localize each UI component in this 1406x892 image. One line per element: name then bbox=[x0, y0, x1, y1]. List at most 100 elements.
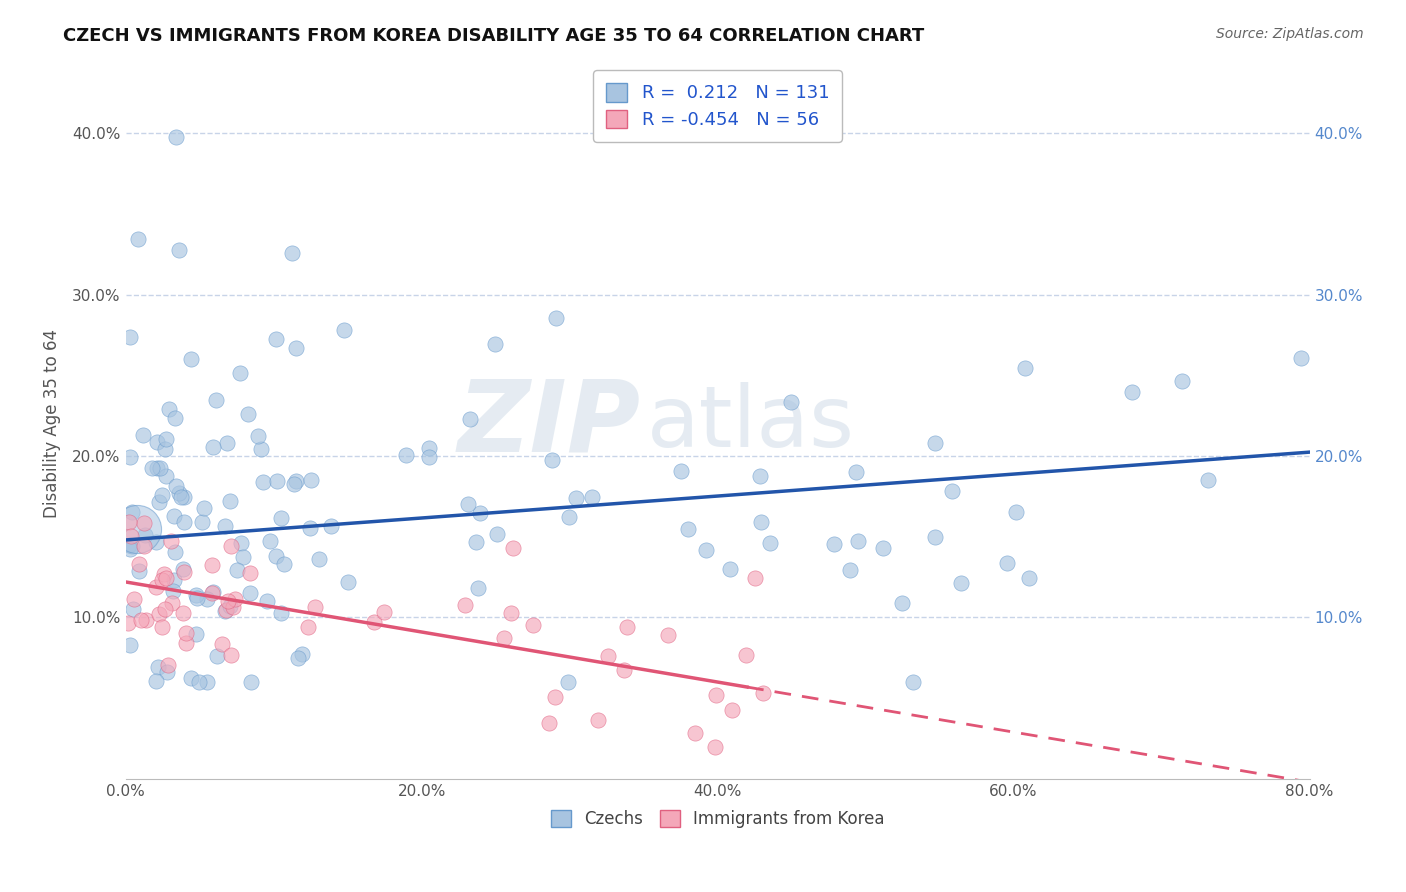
Point bbox=[247, 429, 270, 443]
Point bbox=[218, 594, 240, 608]
Point bbox=[222, 600, 245, 615]
Point bbox=[195, 675, 218, 690]
Point bbox=[657, 627, 679, 641]
Point bbox=[226, 563, 249, 577]
Point bbox=[613, 664, 636, 678]
Point bbox=[201, 558, 224, 573]
Point bbox=[467, 581, 489, 595]
Point bbox=[201, 584, 224, 599]
Point bbox=[270, 510, 292, 524]
Point bbox=[586, 713, 609, 727]
Point bbox=[219, 494, 242, 508]
Point bbox=[846, 533, 869, 548]
Point bbox=[494, 631, 516, 645]
Point bbox=[134, 528, 156, 542]
Point bbox=[264, 332, 287, 346]
Point bbox=[546, 310, 568, 325]
Point bbox=[454, 598, 477, 612]
Point bbox=[363, 615, 385, 630]
Point bbox=[1197, 473, 1219, 487]
Point bbox=[155, 602, 177, 616]
Point bbox=[616, 620, 638, 634]
Point bbox=[229, 367, 252, 381]
Point bbox=[308, 551, 330, 566]
Point bbox=[121, 505, 143, 519]
Point bbox=[122, 602, 145, 616]
Point bbox=[395, 448, 418, 462]
Point bbox=[153, 567, 176, 582]
Point bbox=[163, 508, 186, 523]
Point bbox=[287, 650, 309, 665]
Point bbox=[1171, 374, 1194, 388]
Point bbox=[502, 541, 524, 556]
Point bbox=[299, 473, 322, 487]
Point bbox=[823, 537, 845, 551]
Point bbox=[598, 648, 620, 663]
Point bbox=[558, 509, 581, 524]
Point bbox=[150, 619, 173, 633]
Point bbox=[749, 469, 772, 483]
Point bbox=[890, 596, 912, 610]
Point bbox=[155, 442, 177, 456]
Point bbox=[557, 675, 579, 690]
Point bbox=[332, 323, 354, 337]
Point bbox=[540, 453, 562, 467]
Point bbox=[148, 607, 170, 622]
Point bbox=[270, 606, 292, 620]
Point bbox=[252, 475, 274, 489]
Point bbox=[284, 341, 307, 355]
Point bbox=[565, 491, 588, 505]
Point bbox=[120, 450, 142, 465]
Point bbox=[169, 485, 191, 500]
Point bbox=[676, 522, 699, 536]
Point bbox=[264, 549, 287, 564]
Point bbox=[337, 575, 360, 590]
Point bbox=[145, 460, 167, 475]
Point bbox=[219, 648, 242, 662]
Y-axis label: Disability Age 35 to 64: Disability Age 35 to 64 bbox=[44, 329, 60, 518]
Point bbox=[872, 541, 894, 555]
Point bbox=[544, 690, 567, 705]
Point bbox=[284, 474, 307, 488]
Point bbox=[146, 660, 169, 674]
Point bbox=[232, 549, 254, 564]
Point bbox=[186, 588, 208, 602]
Point bbox=[695, 543, 717, 558]
Point bbox=[949, 575, 972, 590]
Point bbox=[1005, 505, 1028, 519]
Point bbox=[214, 518, 236, 533]
Point bbox=[734, 648, 756, 662]
Point bbox=[751, 515, 773, 529]
Point bbox=[156, 658, 179, 673]
Point bbox=[214, 603, 236, 617]
Point bbox=[132, 539, 155, 553]
Point bbox=[120, 529, 142, 543]
Point bbox=[145, 535, 167, 549]
Point bbox=[291, 647, 314, 661]
Point bbox=[995, 556, 1018, 570]
Point bbox=[273, 557, 295, 571]
Point bbox=[127, 522, 149, 536]
Point bbox=[167, 243, 190, 257]
Point bbox=[299, 521, 322, 535]
Point bbox=[759, 535, 782, 549]
Point bbox=[145, 434, 167, 449]
Point bbox=[780, 395, 803, 409]
Point bbox=[304, 600, 326, 615]
Point bbox=[201, 586, 224, 600]
Point bbox=[174, 636, 197, 650]
Point bbox=[418, 450, 440, 464]
Point bbox=[373, 605, 395, 619]
Point bbox=[135, 613, 157, 627]
Point bbox=[148, 494, 170, 508]
Point bbox=[145, 581, 167, 595]
Point bbox=[128, 565, 150, 579]
Point bbox=[132, 516, 155, 531]
Point bbox=[180, 671, 202, 685]
Point bbox=[211, 637, 233, 651]
Point bbox=[704, 688, 727, 702]
Point bbox=[173, 565, 195, 579]
Point bbox=[176, 625, 198, 640]
Point bbox=[129, 613, 152, 627]
Point bbox=[141, 461, 163, 475]
